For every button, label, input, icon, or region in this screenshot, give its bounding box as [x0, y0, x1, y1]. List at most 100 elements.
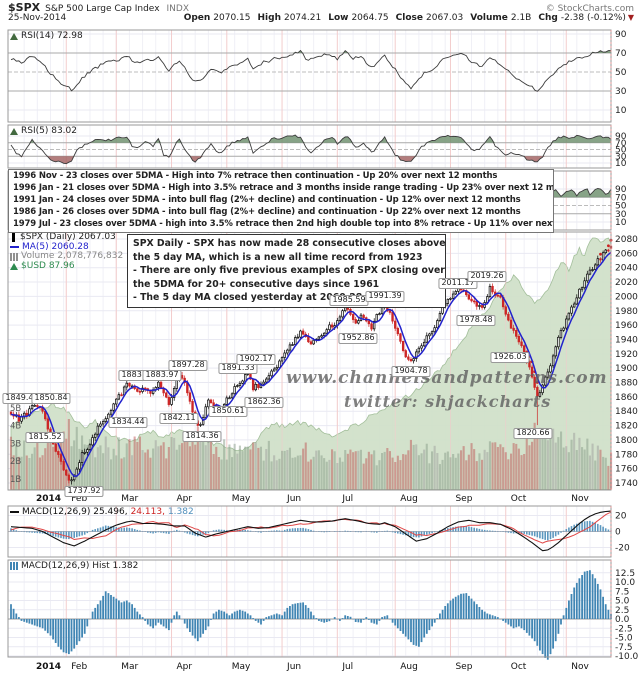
svg-text:5.0: 5.0	[615, 597, 630, 607]
history-note-line: 1979 Jul - 23 closes over 5DMA - high in…	[13, 218, 554, 229]
quote-value: 2070.15	[213, 13, 251, 23]
macd-hist-label: MACD(12,26,9) Hist 1.382	[10, 561, 138, 571]
ma-line-swatch	[10, 246, 19, 249]
svg-text:2020: 2020	[615, 278, 638, 288]
rsi14-label-text: RSI(14) 72.98	[21, 31, 83, 41]
history-note-line: 1996 Nov - 23 closes over 5DMA - High in…	[13, 171, 498, 181]
svg-text:70: 70	[615, 49, 627, 59]
svg-text:1860: 1860	[615, 393, 638, 403]
svg-text:2014: 2014	[36, 494, 61, 504]
svg-text:2000: 2000	[615, 292, 638, 302]
symbol-name: S&P 500 Large Cap Index	[45, 4, 160, 14]
svg-text:90: 90	[615, 132, 627, 142]
svg-text:10: 10	[615, 106, 627, 116]
svg-text:2040: 2040	[615, 264, 638, 274]
quote-label: Chg	[538, 13, 558, 23]
chart-header: $SPX S&P 500 Large Cap Index INDX © Stoc…	[8, 1, 634, 14]
price-annotation: 1820.66	[513, 428, 553, 439]
legend-usd: $USD 87.96	[21, 260, 75, 271]
commentary-line: SPX Daily - SPX has now made 28 consecut…	[133, 238, 446, 249]
history-note-line: 1986 Jan - 26 closes over 5DMA - into bu…	[13, 206, 521, 217]
date-axis-bottom: 2014 Feb Mar Apr May Jun Jul Aug Sep Oct Nov	[36, 662, 590, 672]
quote-label: Close	[395, 13, 423, 23]
change-direction-icon: ▼	[627, 13, 634, 22]
svg-text:Nov: Nov	[571, 494, 589, 504]
svg-text:-5.0: -5.0	[615, 634, 633, 644]
price-annotation: 1814.36	[182, 431, 222, 442]
svg-text:1840: 1840	[615, 407, 638, 417]
svg-text:Sep: Sep	[455, 662, 472, 672]
svg-text:1760: 1760	[615, 465, 638, 475]
svg-text:Feb: Feb	[71, 494, 87, 504]
hist-bars-icon	[10, 562, 18, 570]
svg-text:Jun: Jun	[286, 662, 301, 672]
commentary-line: - There are only five previous examples …	[133, 265, 445, 277]
stockcharts-credit: © StockCharts.com	[545, 4, 634, 14]
svg-text:1920: 1920	[615, 350, 638, 360]
svg-text:1940: 1940	[615, 335, 638, 345]
price-annotation: 1902.17	[236, 354, 276, 365]
rsi14-panel: 90 70 50 30 10	[7, 29, 627, 123]
commentary-line: - The 5 day MA closed yesterday at 2060.…	[133, 292, 363, 304]
price-annotation: 1891.33	[218, 363, 258, 374]
price-annotation: 1850.84	[31, 393, 71, 404]
svg-text:-10.0: -10.0	[615, 652, 639, 662]
symbol: $SPX	[8, 1, 41, 14]
svg-text:Jul: Jul	[341, 494, 353, 504]
svg-text:7.5: 7.5	[615, 587, 629, 597]
macd-signal-value: 24.113,	[130, 507, 165, 517]
quote-label: Open	[183, 13, 211, 23]
svg-text:Jun: Jun	[286, 494, 301, 504]
svg-text:70: 70	[615, 193, 627, 203]
svg-text:1B: 1B	[10, 475, 21, 485]
quote-label: High	[257, 13, 281, 23]
price-annotation: 1850.61	[208, 406, 248, 417]
price-annotation: 1904.78	[391, 366, 431, 377]
main-legend: $SPX (Daily) 2067.03 MA(5) 2060.28 Volum…	[10, 232, 123, 271]
svg-text:90: 90	[615, 30, 627, 40]
svg-text:1900: 1900	[615, 364, 638, 374]
rsi5-label-text: RSI(5) 83.02	[21, 126, 77, 136]
legend-ma5: MA(5) 2060.28	[22, 241, 89, 252]
price-annotation: 1978.48	[456, 315, 496, 326]
svg-text:2B: 2B	[10, 457, 21, 467]
svg-text:Nov: Nov	[571, 662, 589, 672]
volume-bars-icon	[10, 252, 18, 261]
svg-text:1880: 1880	[615, 379, 638, 389]
price-annotation: 1834.44	[108, 417, 148, 428]
svg-text:4B: 4B	[10, 422, 21, 432]
price-annotation: 1991.39	[365, 291, 405, 302]
rsi5-label: RSI(5) 83.02	[10, 126, 77, 136]
svg-text:1960: 1960	[615, 321, 638, 331]
quote-value: 2074.21	[283, 13, 322, 23]
candlestick-icon	[10, 233, 17, 243]
ohlc-quote: Open 2070.15 High 2074.21 Low 2064.75 Close 206…	[177, 13, 634, 23]
history-note-line: 1991 Jan - 24 closes over 5DMA - into bu…	[13, 194, 521, 205]
svg-text:1800: 1800	[615, 436, 638, 446]
quote-value: 2064.75	[351, 13, 389, 23]
svg-text:Apr: Apr	[177, 662, 193, 672]
macd-hist-value: 1.382	[167, 507, 194, 517]
price-annotation: 1952.86	[338, 333, 378, 344]
svg-text:1780: 1780	[615, 450, 638, 460]
quote-label: Volume	[470, 13, 508, 23]
svg-text:Sep: Sep	[455, 494, 472, 504]
svg-text:Aug: Aug	[400, 662, 418, 672]
rsi14-label: RSI(14) 72.98	[10, 31, 83, 41]
usd-area-icon	[10, 263, 18, 271]
watermark-twitter: twitter: shjackcharts	[344, 392, 552, 411]
quote-value: 2.1B	[510, 13, 532, 23]
price-annotation: 2019.26	[467, 271, 507, 282]
history-note-line: 1996 Jan - 21 closes over 5DMA - High in…	[13, 182, 554, 193]
svg-text:2.5: 2.5	[615, 606, 629, 616]
price-annotation: 1883.97	[142, 370, 182, 381]
svg-text:10: 10	[615, 218, 627, 228]
price-annotation: 2011.17	[438, 278, 478, 289]
svg-text:May: May	[232, 494, 251, 504]
legend-spx: $SPX (Daily) 2067.03	[20, 232, 116, 242]
svg-text:10: 10	[615, 159, 627, 169]
svg-text:-2.5: -2.5	[615, 624, 633, 634]
svg-text:5B: 5B	[10, 404, 21, 414]
